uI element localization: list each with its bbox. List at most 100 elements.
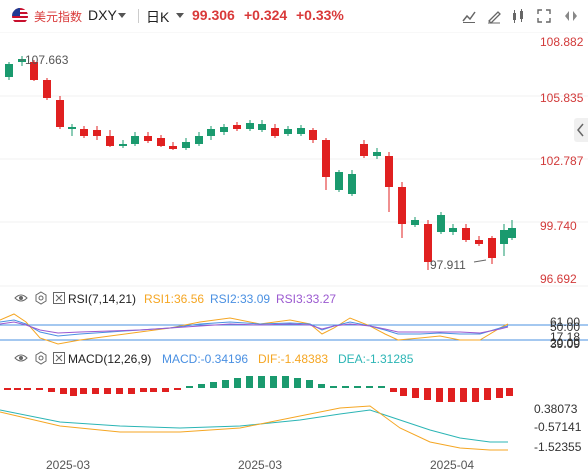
macd-bar — [496, 388, 503, 398]
draw-tool-icon[interactable] — [485, 7, 503, 25]
candle-body — [30, 62, 38, 80]
macd-bar — [70, 388, 77, 396]
instrument-name[interactable]: 美元指数 — [34, 10, 83, 24]
candle-body — [258, 124, 266, 130]
macd-bar — [246, 376, 253, 388]
dea-line — [0, 409, 508, 443]
macd-bar — [210, 382, 217, 388]
instrument-dropdown-icon[interactable] — [118, 13, 126, 18]
candle-body — [411, 220, 419, 225]
macd-bar — [234, 378, 241, 388]
axis-label: 17.18 — [550, 330, 581, 344]
macd-title: MACD(12,26,9) — [68, 352, 152, 366]
macd-bar — [460, 388, 467, 402]
macd-bar — [150, 388, 157, 392]
macd-bar — [36, 388, 43, 390]
dea-value: DEA:-1.31285 — [338, 352, 414, 366]
candlestick-chart[interactable] — [0, 32, 588, 290]
candle-body — [385, 156, 393, 187]
rsi-header: RSI(7,14,21) RSI1:36.56 RSI2:33.09 RSI3:… — [0, 288, 588, 310]
axis-label: 102.787 — [540, 154, 584, 168]
rsi3-line — [0, 321, 509, 334]
macd-bar — [14, 388, 21, 390]
macd-bar — [306, 380, 313, 388]
macd-bar — [80, 388, 87, 394]
candle-body — [475, 240, 483, 244]
settings-gear-icon[interactable] — [34, 291, 48, 305]
macd-bar — [174, 388, 181, 390]
period-selector[interactable]: 日K — [146, 9, 170, 25]
fullscreen-icon[interactable] — [535, 7, 553, 25]
eye-icon[interactable] — [14, 291, 28, 305]
more-icon[interactable] — [562, 7, 580, 25]
macd-bar — [294, 378, 301, 388]
x-axis-label: 2025-03 — [238, 458, 283, 472]
instrument-code[interactable]: DXY — [88, 7, 117, 23]
eye-icon[interactable] — [14, 351, 28, 365]
low-marker-line — [473, 259, 487, 263]
macd-bar — [258, 376, 265, 388]
macd-chart[interactable] — [0, 370, 588, 454]
low-label: 97.911 — [430, 258, 466, 272]
close-icon[interactable] — [52, 351, 66, 365]
axis-label: 61.00 — [550, 315, 581, 329]
macd-bar — [24, 388, 31, 390]
macd-bar — [354, 386, 361, 388]
axis-label: 50.00 — [550, 320, 581, 334]
macd-bar — [198, 384, 205, 388]
indicator-icon[interactable] — [460, 7, 478, 25]
macd-bar — [186, 386, 193, 388]
candle-body — [309, 130, 317, 140]
divider — [138, 9, 139, 23]
rsi1-value: RSI1:36.56 — [144, 292, 205, 306]
candle-body — [233, 125, 241, 129]
candle-body — [43, 80, 51, 98]
candle-body — [373, 152, 381, 156]
axis-label: 39.09 — [550, 337, 581, 351]
candle-body — [220, 127, 228, 132]
rsi2-value: RSI2:33.09 — [210, 292, 271, 306]
macd-bar — [104, 388, 111, 394]
candle-body — [322, 140, 330, 177]
candle-type-icon[interactable] — [509, 7, 527, 25]
collapse-arrow-icon[interactable] — [574, 118, 588, 142]
macd-bar — [128, 388, 135, 394]
axis-label: -0.57141 — [534, 420, 582, 434]
macd-bar — [448, 388, 455, 402]
macd-bar — [412, 388, 419, 398]
dif-value: DIF:-1.48383 — [258, 352, 329, 366]
macd-bar — [378, 386, 385, 388]
candle-body — [284, 129, 292, 134]
macd-bar — [318, 384, 325, 388]
candle-body — [271, 128, 279, 136]
candle-body — [93, 130, 101, 136]
macd-bar — [92, 388, 99, 394]
candle-body — [106, 136, 114, 146]
axis-label: 105.835 — [540, 91, 584, 105]
macd-bar — [366, 386, 373, 388]
candle-body — [144, 136, 152, 141]
candle-body — [207, 129, 215, 136]
high-label: 107.663 — [25, 53, 69, 67]
rsi-chart[interactable] — [0, 310, 588, 348]
close-icon[interactable] — [52, 291, 66, 305]
macd-bar — [390, 388, 397, 392]
macd-bar — [140, 388, 147, 392]
header-bar: 美元指数 DXY 日K 99.306 +0.324 +0.33% — [0, 0, 588, 32]
macd-bar — [436, 388, 443, 402]
period-dropdown-icon[interactable] — [176, 13, 184, 18]
macd-bar — [4, 388, 11, 390]
price-change-pct: +0.33% — [296, 7, 344, 23]
settings-gear-icon[interactable] — [34, 351, 48, 365]
axis-label: 96.692 — [540, 272, 577, 286]
axis-label: 108.882 — [540, 35, 584, 49]
macd-value: MACD:-0.34196 — [162, 352, 249, 366]
candle-body — [508, 228, 516, 238]
candle-body — [56, 100, 64, 127]
rsi1-line — [0, 313, 509, 345]
candle-body — [195, 136, 203, 144]
macd-bar — [48, 388, 55, 392]
candle-body — [131, 136, 139, 144]
candle-body — [360, 144, 368, 156]
macd-bar — [506, 388, 513, 396]
